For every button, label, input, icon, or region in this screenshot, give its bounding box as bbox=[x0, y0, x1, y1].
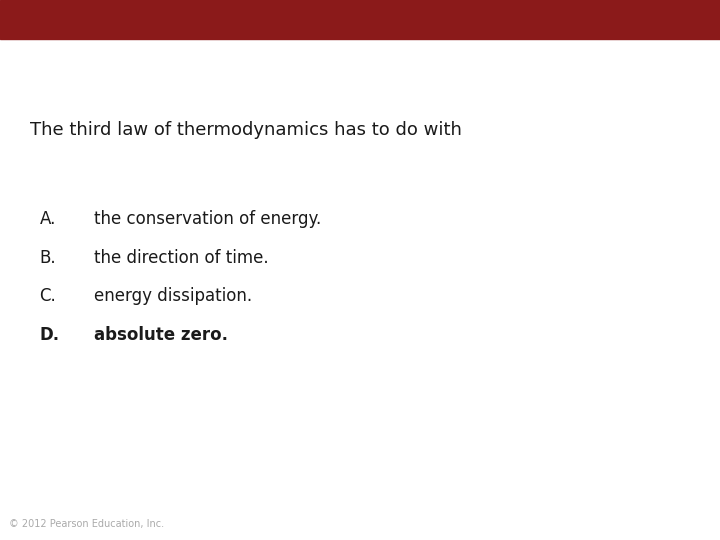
Text: The third law of thermodynamics has to do with: The third law of thermodynamics has to d… bbox=[30, 120, 462, 139]
Text: the conservation of energy.: the conservation of energy. bbox=[94, 210, 321, 228]
Text: the direction of time.: the direction of time. bbox=[94, 248, 269, 267]
Text: B.: B. bbox=[40, 248, 56, 267]
Text: absolute zero.: absolute zero. bbox=[94, 326, 228, 345]
Text: energy dissipation.: energy dissipation. bbox=[94, 287, 252, 306]
Text: A.: A. bbox=[40, 210, 56, 228]
Text: C.: C. bbox=[40, 287, 56, 306]
Text: © 2012 Pearson Education, Inc.: © 2012 Pearson Education, Inc. bbox=[9, 519, 163, 529]
Text: D.: D. bbox=[40, 326, 60, 345]
Text: Conceptual Physical Science 5e — Chapter 6: Conceptual Physical Science 5e — Chapter… bbox=[9, 12, 389, 27]
